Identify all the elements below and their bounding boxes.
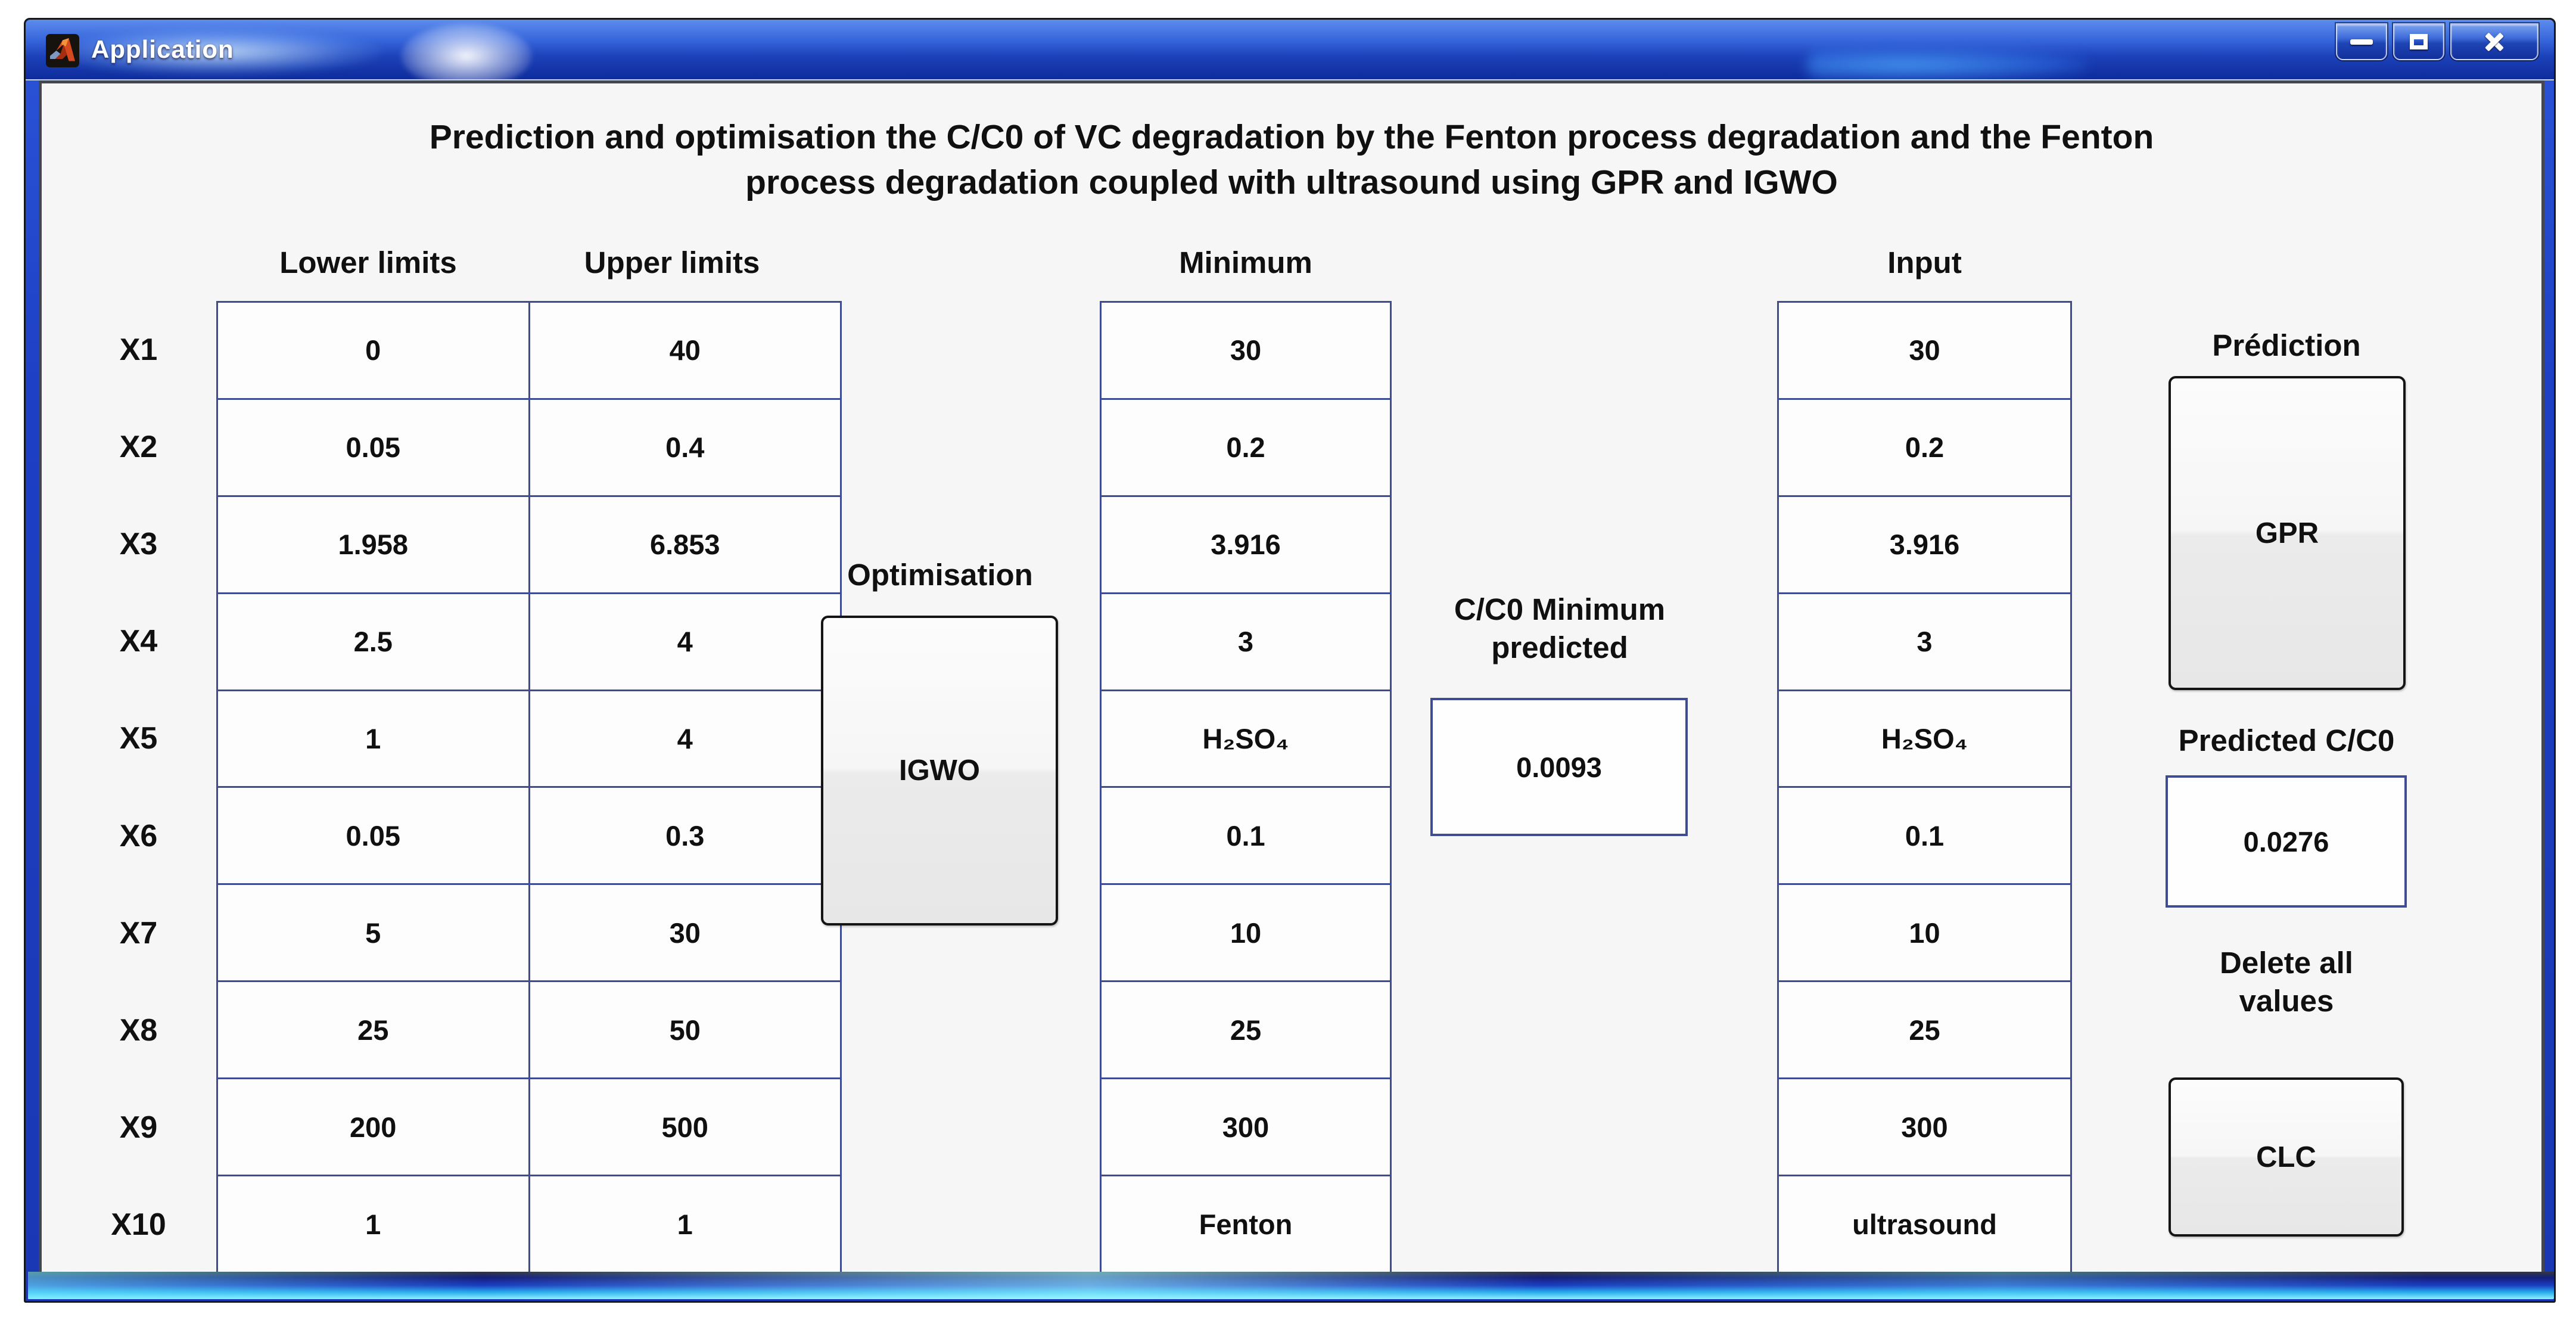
input-field-x10[interactable]: ultrasound (1779, 1176, 2070, 1272)
header-lower-limits: Lower limits (279, 245, 457, 279)
minimum-field-x4[interactable]: 3 (1102, 594, 1390, 689)
matlab-icon (46, 34, 79, 67)
minimum-field-x2[interactable]: 0.2 (1102, 399, 1390, 495)
minimum-table: 30 0.2 3.916 3 H₂SO₄ 0.1 10 25 300 Fento… (1100, 301, 1392, 1274)
input-field-x8[interactable]: 25 (1779, 982, 2070, 1078)
title-bar[interactable]: Application (26, 20, 2554, 80)
titlebar-glow (401, 23, 532, 79)
input-field-x3[interactable]: 3.916 (1779, 496, 2070, 592)
minimum-field-x7[interactable]: 10 (1102, 885, 1390, 981)
minimum-field-x8[interactable]: 25 (1102, 982, 1390, 1078)
minimum-field-x3[interactable]: 3.916 (1102, 496, 1390, 592)
window-title: Application (91, 35, 234, 63)
app-window: Application Prediction and optimisation … (24, 18, 2556, 1303)
window-controls (2336, 23, 2538, 60)
cc0-minimum-predicted-label: C/C0 Minimum predicted (1454, 592, 1666, 664)
minimum-field-x5[interactable]: H₂SO₄ (1102, 691, 1390, 787)
row-label-x5: X5 (119, 721, 158, 756)
minimum-field-x6[interactable]: 0.1 (1102, 788, 1390, 884)
input-field-x4[interactable]: 3 (1779, 594, 2070, 689)
upper-limit-field-x6[interactable]: 0.3 (530, 788, 840, 884)
row-labels: X1 X2 X3 X4 X5 X6 X7 X8 X9 X10 (74, 301, 203, 1274)
row-label-x2: X2 (119, 429, 158, 464)
page-title-line1: Prediction and optimisation the C/C0 of … (429, 118, 2154, 156)
upper-limit-field-x4[interactable]: 4 (530, 594, 840, 689)
upper-limit-field-x1[interactable]: 40 (530, 303, 840, 398)
row-label-x4: X4 (119, 624, 158, 659)
page-title: Prediction and optimisation the C/C0 of … (77, 114, 2506, 205)
header-minimum: Minimum (1179, 245, 1312, 279)
lower-limit-field-x7[interactable]: 5 (218, 885, 528, 981)
titlebar-watermark-blur (1807, 48, 2087, 79)
clc-button[interactable]: CLC (2169, 1077, 2404, 1237)
lower-limit-field-x2[interactable]: 0.05 (218, 399, 528, 495)
upper-limit-field-x10[interactable]: 1 (530, 1176, 840, 1272)
row-label-x1: X1 (119, 332, 158, 367)
input-field-x7[interactable]: 10 (1779, 885, 2070, 981)
input-field-x1[interactable]: 30 (1779, 303, 2070, 398)
lower-limit-field-x9[interactable]: 200 (218, 1079, 528, 1175)
upper-limit-field-x7[interactable]: 30 (530, 885, 840, 981)
lower-limit-field-x6[interactable]: 0.05 (218, 788, 528, 884)
lower-limit-field-x4[interactable]: 2.5 (218, 594, 528, 689)
row-label-x8: X8 (119, 1013, 158, 1048)
maximize-icon (2410, 34, 2428, 49)
row-label-x7: X7 (119, 915, 158, 951)
row-label-x6: X6 (119, 818, 158, 853)
minimum-field-x1[interactable]: 30 (1102, 303, 1390, 398)
upper-limit-field-x2[interactable]: 0.4 (530, 399, 840, 495)
delete-all-values-label: Delete all values (2220, 946, 2353, 1018)
lower-limit-field-x8[interactable]: 25 (218, 982, 528, 1078)
minimum-field-x9[interactable]: 300 (1102, 1079, 1390, 1175)
lower-limit-field-x1[interactable]: 0 (218, 303, 528, 398)
limits-table: 0 40 0.05 0.4 1.958 6.853 2.5 4 1 4 0.05… (216, 301, 842, 1274)
input-field-x2[interactable]: 0.2 (1779, 399, 2070, 495)
lower-limit-field-x10[interactable]: 1 (218, 1176, 528, 1272)
upper-limit-field-x3[interactable]: 6.853 (530, 496, 840, 592)
lower-limit-field-x3[interactable]: 1.958 (218, 496, 528, 592)
close-button[interactable] (2450, 23, 2538, 60)
upper-limit-field-x9[interactable]: 500 (530, 1079, 840, 1175)
header-upper-limits: Upper limits (584, 245, 760, 279)
minimum-field-x10[interactable]: Fenton (1102, 1176, 1390, 1272)
input-field-x9[interactable]: 300 (1779, 1079, 2070, 1175)
gpr-button[interactable]: GPR (2169, 376, 2406, 690)
page-title-line2: process degradation coupled with ultraso… (745, 163, 1838, 201)
input-field-x6[interactable]: 0.1 (1779, 788, 2070, 884)
input-field-x5[interactable]: H₂SO₄ (1779, 691, 2070, 787)
upper-limit-field-x8[interactable]: 50 (530, 982, 840, 1078)
minimize-button[interactable] (2336, 23, 2387, 60)
optimisation-label: Optimisation (847, 558, 1033, 592)
header-input: Input (1887, 245, 1962, 279)
main-panel: Prediction and optimisation the C/C0 of … (39, 80, 2544, 1276)
close-icon (2482, 30, 2506, 54)
predicted-cc0-value[interactable]: 0.0276 (2166, 775, 2407, 908)
igwo-button[interactable]: IGWO (821, 616, 1058, 925)
prediction-label: Prédiction (2212, 328, 2361, 362)
predicted-cc0-label: Predicted C/C0 (2178, 723, 2395, 757)
window-bottom-border (28, 1272, 2554, 1299)
cc0-minimum-predicted-value[interactable]: 0.0093 (1430, 698, 1688, 836)
upper-limit-field-x5[interactable]: 4 (530, 691, 840, 787)
row-label-x3: X3 (119, 527, 158, 561)
maximize-button[interactable] (2393, 23, 2444, 60)
row-label-x10: X10 (111, 1207, 166, 1243)
input-table: 30 0.2 3.916 3 H₂SO₄ 0.1 10 25 300 ultra… (1777, 301, 2072, 1274)
lower-limit-field-x5[interactable]: 1 (218, 691, 528, 787)
minimize-icon (2350, 39, 2373, 45)
row-label-x9: X9 (119, 1110, 158, 1145)
